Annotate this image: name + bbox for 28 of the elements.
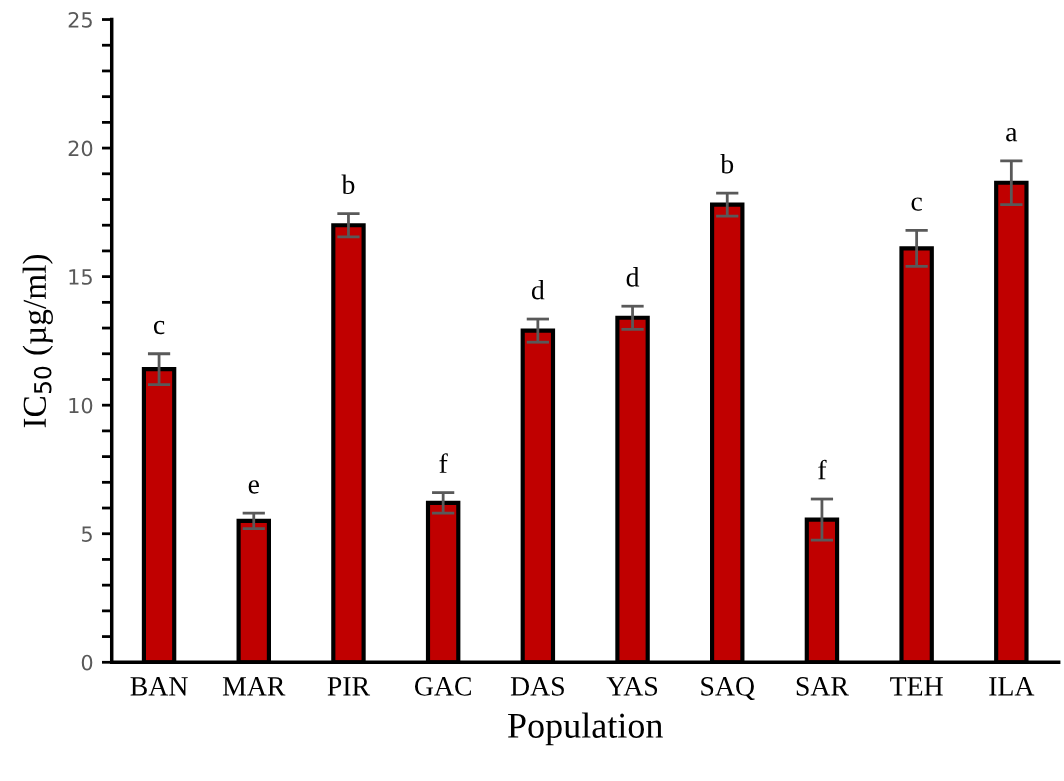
x-tick-label: DAS [510, 677, 564, 696]
x-tick-label: BAN [130, 677, 188, 696]
y-tick-label: 0 [81, 654, 93, 671]
annotation: c [911, 197, 922, 211]
annotation: c [153, 320, 165, 335]
annotation: b [720, 153, 734, 174]
x-tick-label: PIR [327, 677, 371, 696]
x-tick-label: MAR [222, 677, 286, 696]
y-tick-label: 15 [69, 269, 92, 285]
annotation: d [626, 267, 640, 287]
x-axis-title: Population [508, 712, 663, 746]
annotation: e [248, 480, 259, 494]
x-tick-label: YAS [606, 677, 658, 696]
annotation: b [341, 174, 355, 195]
y-tick-label: 20 [68, 140, 93, 157]
x-tick-label: GAC [414, 677, 471, 696]
y-tick-label: 10 [69, 397, 93, 414]
annotation: f [439, 453, 448, 473]
x-tick-label: SAR [796, 677, 849, 696]
x-tick-label: TEH [890, 677, 943, 696]
y-tick-label: 5 [82, 526, 92, 542]
x-tick-label: SAQ [701, 677, 755, 700]
y-axis-title: IC$_{50}$ (µg/ml) [22, 254, 53, 428]
x-tick-label: ILA [989, 677, 1035, 696]
annotation: d [531, 279, 545, 300]
annotation: a [1006, 128, 1018, 142]
y-tick-label: 25 [68, 11, 92, 28]
annotation: f [818, 459, 827, 480]
